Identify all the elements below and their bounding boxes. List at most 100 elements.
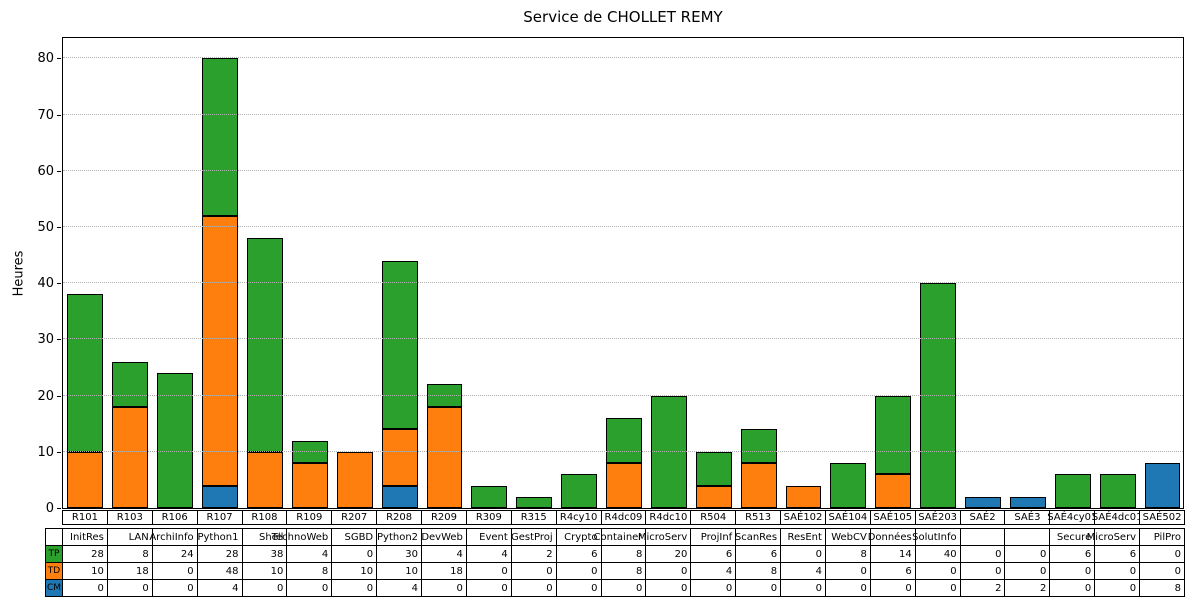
table-cell-TD-SAÉ502: 0 xyxy=(1139,562,1185,580)
table-cell-TD-R103-text: 18 xyxy=(136,565,149,577)
bar-segment-R108-TP xyxy=(247,238,283,452)
table-cell-TD-R109-text: 8 xyxy=(321,565,329,577)
table-cell-TP-R109-text: 4 xyxy=(321,548,329,560)
table-cell-name-Container: Container xyxy=(594,528,647,546)
table-cell-TD-R103: 18 xyxy=(106,562,153,580)
table-cell-name-ResEnt: ResEnt xyxy=(780,528,826,546)
table-cell-code-SAÉ4cy01-text: SAÉ4cy01 xyxy=(1047,512,1098,523)
table-cell-TD-R101: 10 xyxy=(62,562,108,580)
table-cell-code-R108-text: R108 xyxy=(251,512,278,523)
table-cell-name-Données-text: Données xyxy=(867,531,912,543)
bar-segment-R504-TD xyxy=(695,485,732,508)
table-cell-code-R4cy10: R4cy10 xyxy=(555,510,602,525)
table-cell-name-MicroServ-text: MicroServ xyxy=(637,531,688,543)
bar-segment-SAÉ502-CM xyxy=(1144,463,1181,508)
table-cell-TD-R209-text: 18 xyxy=(450,565,463,577)
table-cell-name-Crypto: Crypto xyxy=(555,528,602,546)
table-cell-TP-R106: 24 xyxy=(151,545,198,563)
y-tick-mark-40 xyxy=(57,283,61,285)
table-cell-TP-R513: 6 xyxy=(735,545,782,563)
table-cell-TP-R4dc09: 8 xyxy=(600,545,647,563)
table-cell-CM-R309-text: 0 xyxy=(501,582,508,594)
bar-segment-R109-TP xyxy=(291,440,328,464)
y-tick-mark-0 xyxy=(57,508,61,509)
table-cell-code-SAÉ203: SAÉ203 xyxy=(914,510,961,525)
y-tick-label-50-text: 50 xyxy=(37,220,54,236)
bar-segment-R103-TD xyxy=(112,406,149,508)
table-cell-TD-SAÉ4cy01: 0 xyxy=(1049,562,1096,580)
table-cell-CM-R309: 0 xyxy=(465,579,512,597)
table-cell-TD-R107-text: 48 xyxy=(225,565,239,577)
table-cell-TD-R504-text: 4 xyxy=(725,565,733,577)
table-cell-TD-R209: 18 xyxy=(421,562,467,580)
table-cell-TD-R107: 48 xyxy=(196,562,243,580)
table-cell-code-SAÉ2-text: SAÉ2 xyxy=(969,512,996,523)
table-cell-CM-SAÉ3-text: 2 xyxy=(1039,582,1047,594)
table-cell-TD-SAÉ104-text: 0 xyxy=(860,565,867,577)
table-cell-code-R209: R209 xyxy=(421,510,467,525)
y-tick-mark-30 xyxy=(57,339,61,341)
bar-segment-SAÉ105-TP xyxy=(875,395,912,475)
table-cell-TD-R4dc10-text: 0 xyxy=(680,565,688,577)
table-cell-TD-R208: 10 xyxy=(376,562,423,580)
table-cell-TD-SAÉ102-text: 4 xyxy=(815,565,822,577)
table-cell-TP-R107-text: 28 xyxy=(225,548,239,560)
bar-segment-R209-TD xyxy=(426,406,463,508)
table-row-label-TP-text: TP xyxy=(48,549,60,559)
table-cell-code-R207-text: R207 xyxy=(341,512,368,523)
y-tick-label-70: 70 xyxy=(14,108,54,123)
table-cell-TD-SAÉ3-text: 0 xyxy=(1039,565,1047,577)
bar-segment-R309-TP xyxy=(471,485,508,508)
table-cell-TP-SAÉ502: 0 xyxy=(1139,545,1185,563)
table-cell-name-Python2-text: Python2 xyxy=(377,531,419,543)
table-row-label-TD-text: TD xyxy=(47,566,61,576)
table-cell-CM-SAÉ105: 0 xyxy=(869,579,916,597)
table-cell-TP-SAÉ4dc01-text: 6 xyxy=(1129,548,1137,560)
table-cell-code-R101: R101 xyxy=(62,510,108,525)
table-cell-TD-SAÉ3: 0 xyxy=(1004,562,1051,580)
y-tick-label-60-text: 60 xyxy=(37,163,54,179)
table-cell-name-MicroServ-text: MicroServ xyxy=(1086,531,1137,543)
table-cell-CM-R101-text: 0 xyxy=(97,582,104,594)
table-cell-TP-R107: 28 xyxy=(196,545,243,563)
table-cell-CM-R513: 0 xyxy=(735,579,782,597)
chart-title: Service de CHOLLET REMY xyxy=(523,8,723,26)
table-cell-code-R109-text: R109 xyxy=(296,512,323,523)
table-cell-CM-R4cy10-text: 0 xyxy=(591,582,598,594)
table-cell-TP-R101-text: 28 xyxy=(91,548,104,560)
table-cell-CM-SAÉ4cy01-text: 0 xyxy=(1084,582,1092,594)
table-cell-CM-R109-text: 0 xyxy=(321,582,329,594)
table-cell-TP-R4cy10-text: 6 xyxy=(591,548,598,560)
bar-segment-SAÉ4cy01-TP xyxy=(1054,474,1091,508)
table-cell-TD-R4cy10: 0 xyxy=(555,562,602,580)
y-tick-mark-50 xyxy=(57,227,61,229)
table-cell-name-Shell-text: Shell xyxy=(258,531,284,543)
table-cell-TP-R103-text: 8 xyxy=(142,548,149,560)
table-cell-name-WebCV-text: WebCV xyxy=(831,531,867,543)
table-cell-TP-SAÉ2: 0 xyxy=(959,545,1006,563)
table-cell-CM-R101: 0 xyxy=(62,579,108,597)
table-cell-TP-R207-text: 0 xyxy=(366,548,374,560)
table-cell-CM-SAÉ102-text: 0 xyxy=(815,582,822,594)
bar-segment-R101-TD xyxy=(67,451,104,508)
table-cell-TP-R109: 4 xyxy=(286,545,333,563)
table-cell-TD-R513-text: 8 xyxy=(770,565,778,577)
bar-segment-R209-TP xyxy=(426,384,463,407)
bar-segment-SAÉ203-TP xyxy=(920,283,957,508)
table-cell-TP-R4dc10: 20 xyxy=(645,545,692,563)
table-cell-CM-R107: 4 xyxy=(196,579,243,597)
table-cell-name-PilPro: PilPro xyxy=(1139,528,1185,546)
bar-segment-SAÉ105-TD xyxy=(875,474,912,508)
table-cell-TD-SAÉ105: 6 xyxy=(869,562,916,580)
bar-segment-R109-TD xyxy=(291,463,328,508)
table-cell-TP-R209-text: 4 xyxy=(456,548,463,560)
table-cell-code-SAÉ502: SAÉ502 xyxy=(1139,510,1185,525)
bar-segment-SAÉ104-TP xyxy=(830,463,867,508)
table-cell-name-Python1-text: Python1 xyxy=(197,531,239,543)
table-cell-name-SolutInfo-text: SolutInfo xyxy=(912,531,957,543)
table-cell-name-ArchiInfo-text: ArchiInfo xyxy=(149,531,194,543)
table-cell-CM-R107-text: 4 xyxy=(232,582,239,594)
table-cell-TD-SAÉ2-text: 0 xyxy=(995,565,1002,577)
table-cell-code-R309-text: R309 xyxy=(475,512,502,523)
